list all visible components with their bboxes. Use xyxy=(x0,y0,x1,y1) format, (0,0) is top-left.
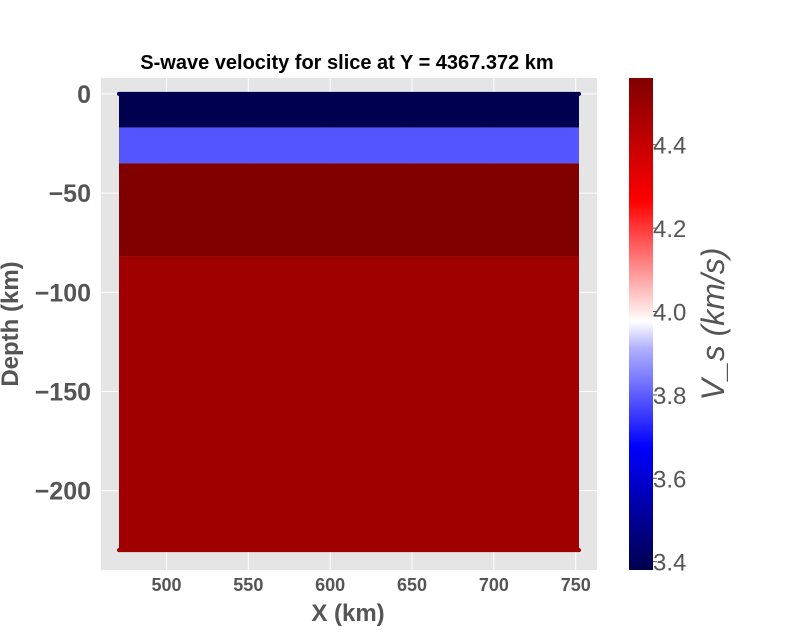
colorbar-label: V_s (km/s) xyxy=(695,248,731,401)
y-tick-label-2: −100 xyxy=(35,279,91,307)
layer-0 xyxy=(119,93,579,128)
colorbar-tick-label-3: 4.0 xyxy=(653,299,686,326)
layer-1 xyxy=(119,127,579,164)
y-tick-label-1: −50 xyxy=(49,180,91,208)
x-tick-label-5: 750 xyxy=(561,575,591,595)
x-tick-label-2: 600 xyxy=(315,575,345,595)
colorbar-tick-label-2: 3.8 xyxy=(653,383,686,410)
layer-top-edge xyxy=(117,91,581,96)
colorbar-tick-label-1: 3.6 xyxy=(653,466,686,493)
y-tick-label-0: 0 xyxy=(77,81,91,109)
colorbar-tick-label-5: 4.4 xyxy=(653,133,686,160)
colorbar xyxy=(629,78,653,570)
x-axis-ticks: 500 550 600 650 700 750 xyxy=(151,575,590,595)
colorbar-tick-label-4: 4.2 xyxy=(653,216,686,243)
layer-bottom-edge xyxy=(117,548,581,553)
layer-2 xyxy=(119,163,579,257)
y-axis-ticks: 0 −50 −100 −150 −200 xyxy=(35,81,91,506)
y-tick-label-3: −150 xyxy=(35,378,91,406)
x-tick-label-4: 700 xyxy=(479,575,509,595)
layer-3 xyxy=(119,256,579,551)
x-tick-label-0: 500 xyxy=(151,575,181,595)
chart-title: S-wave velocity for slice at Y = 4367.37… xyxy=(140,52,553,74)
x-tick-label-1: 550 xyxy=(233,575,263,595)
y-axis-label: Depth (km) xyxy=(0,261,24,386)
y-tick-label-4: −200 xyxy=(35,478,91,506)
x-tick-label-3: 650 xyxy=(397,575,427,595)
colorbar-tick-label-0: 3.4 xyxy=(653,550,686,577)
x-axis-label: X (km) xyxy=(311,600,384,627)
colorbar-ticks: 3.4 3.6 3.8 4.0 4.2 4.4 xyxy=(653,133,686,577)
velocity-layers xyxy=(117,91,581,553)
